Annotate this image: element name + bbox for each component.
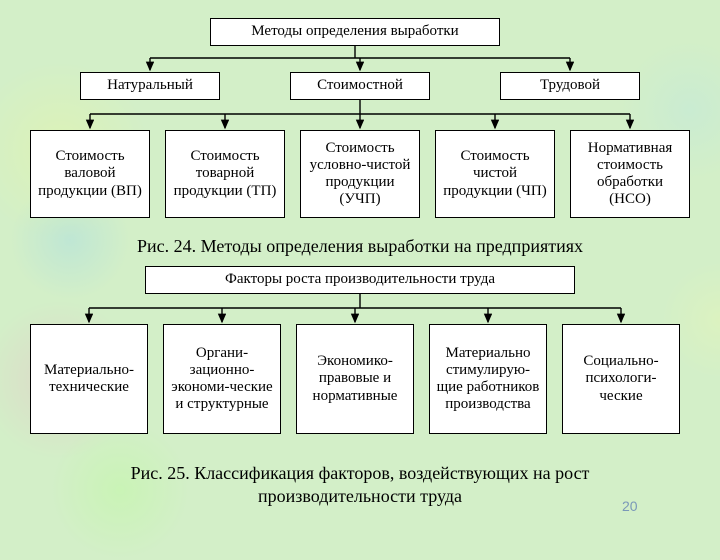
fig24-cost-text-3: Стоимость чистой продукции (ЧП) [440, 148, 550, 200]
fig25-caption: Рис. 25. Классификация факторов, воздейс… [0, 462, 720, 509]
fig24-cost-box-4: Нормативная стоимость обработки (НСО) [570, 130, 690, 218]
fig25-factor-box-4: Социально-психологи-ческие [562, 324, 680, 434]
fig24-method-text-1: Стоимостной [317, 77, 403, 94]
fig24-method-box-2: Трудовой [500, 72, 640, 100]
fig24-method-box-1: Стоимостной [290, 72, 430, 100]
fig25-title-box: Факторы роста производительности труда [145, 266, 575, 294]
fig24-cost-text-0: Стоимость валовой продукции (ВП) [35, 148, 145, 200]
fig24-title-text: Методы определения выработки [251, 23, 458, 40]
fig24-method-text-0: Натуральный [107, 77, 193, 94]
fig24-cost-text-4: Нормативная стоимость обработки (НСО) [575, 140, 685, 209]
fig25-factor-text-2: Экономико-правовые и нормативные [301, 353, 409, 405]
fig25-factor-text-0: Материально-технические [35, 362, 143, 397]
fig24-cost-text-1: Стоимость товарной продукции (ТП) [170, 148, 280, 200]
fig24-cost-box-2: Стоимость условно-чистой продукции (УЧП) [300, 130, 420, 218]
fig25-caption-text: Рис. 25. Классификация факторов, воздейс… [131, 463, 590, 506]
fig24-caption: Рис. 24. Методы определения выработки на… [0, 236, 720, 257]
fig24-method-text-2: Трудовой [540, 77, 600, 94]
fig24-title-box: Методы определения выработки [210, 18, 500, 46]
page-number: 20 [622, 498, 638, 514]
fig25-factor-text-3: Материально стимулирую-щие работников пр… [434, 345, 542, 414]
fig25-factor-box-1: Органи-зационно-экономи-ческие и структу… [163, 324, 281, 434]
fig24-cost-box-1: Стоимость товарной продукции (ТП) [165, 130, 285, 218]
fig24-method-box-0: Натуральный [80, 72, 220, 100]
fig25-factor-box-0: Материально-технические [30, 324, 148, 434]
fig25-factor-text-4: Социально-психологи-ческие [567, 353, 675, 405]
fig25-title-text: Факторы роста производительности труда [225, 271, 495, 288]
fig25-factor-text-1: Органи-зационно-экономи-ческие и структу… [168, 345, 276, 414]
fig24-cost-text-2: Стоимость условно-чистой продукции (УЧП) [305, 140, 415, 209]
fig25-factor-box-3: Материально стимулирую-щие работников пр… [429, 324, 547, 434]
fig25-factor-box-2: Экономико-правовые и нормативные [296, 324, 414, 434]
fig24-cost-box-3: Стоимость чистой продукции (ЧП) [435, 130, 555, 218]
fig24-caption-text: Рис. 24. Методы определения выработки на… [137, 236, 583, 256]
page-number-text: 20 [622, 498, 638, 514]
fig24-cost-box-0: Стоимость валовой продукции (ВП) [30, 130, 150, 218]
